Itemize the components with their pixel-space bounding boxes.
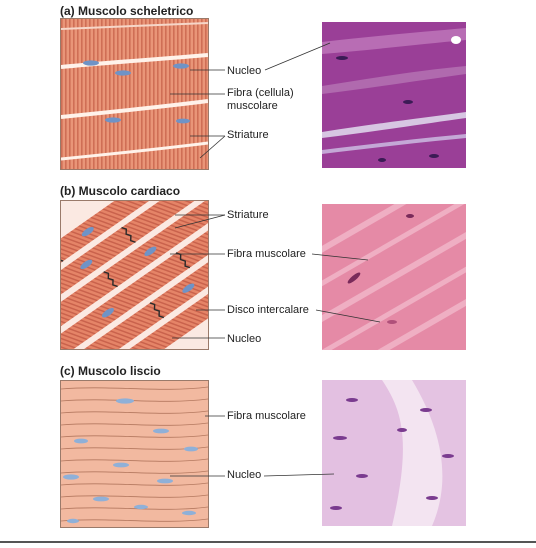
label-b-striations: Striature [227,209,269,221]
bottom-rule [0,541,536,543]
panel-a-title: (a) Muscolo scheletrico [60,4,194,18]
smooth-muscle-micrograph [322,380,466,526]
smooth-muscle-illustration [60,380,209,528]
panel-c-title: (c) Muscolo liscio [60,364,161,378]
label-b-disc: Disco intercalare [227,304,309,316]
label-a-fiber-line1: Fibra (cellula) [227,87,294,99]
cardiac-muscle-illustration [60,200,209,350]
label-c-fiber: Fibra muscolare [227,410,306,422]
label-b-fiber: Fibra muscolare [227,248,306,260]
label-a-fiber-line2: muscolare [227,100,278,112]
skeletal-muscle-illustration [60,18,209,170]
cardiac-muscle-micrograph [322,204,466,350]
label-c-nucleus: Nucleo [227,469,262,481]
label-b-nucleus: Nucleo [227,333,262,345]
skeletal-muscle-micrograph [322,22,466,168]
label-a-striations: Striature [227,129,269,141]
panel-b-title: (b) Muscolo cardiaco [60,184,181,198]
label-a-nucleus: Nucleo [227,65,262,77]
